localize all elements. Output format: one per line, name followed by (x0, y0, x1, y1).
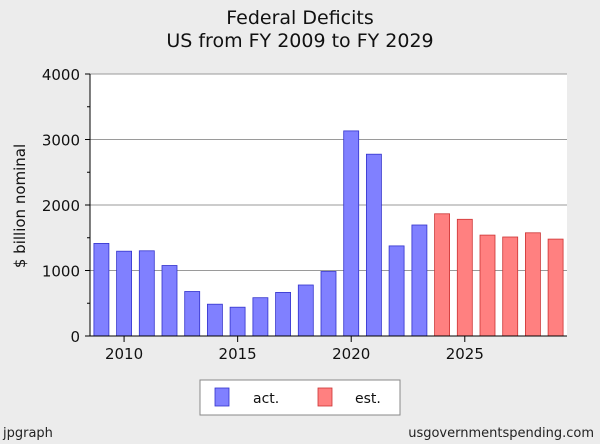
bar-actual (343, 130, 360, 337)
bar-actual (206, 303, 223, 337)
chart-title: Federal Deficits (226, 7, 373, 29)
bar-estimate (434, 213, 451, 337)
y-tick-label: 4000 (42, 66, 80, 84)
footer-source: usgovernmentspending.com (408, 426, 594, 441)
y-tick-label: 1000 (42, 263, 80, 281)
bar-estimate (479, 234, 496, 337)
x-tick-label: 2010 (105, 345, 143, 363)
bar-actual (93, 242, 110, 337)
bar-actual (116, 250, 132, 337)
bar-estimate (547, 238, 564, 337)
chart-subtitle: US from FY 2009 to FY 2029 (166, 30, 433, 52)
bar-actual (229, 306, 246, 337)
bar-estimate (502, 236, 519, 337)
x-tick-label: 2025 (446, 345, 484, 363)
y-tick-label: 0 (70, 328, 80, 346)
bar-estimate (525, 232, 541, 337)
y-tick-label: 3000 (42, 132, 80, 150)
bar-actual (365, 153, 382, 337)
legend-swatch-estimate (317, 387, 333, 407)
bar-actual (138, 250, 155, 337)
legend-label-actual: act. (253, 391, 279, 407)
y-tick-label: 2000 (42, 197, 80, 215)
plot-area: 0 1000 2000 3000 4000 2010 2015 2020 2025 (42, 66, 567, 363)
bar-actual (297, 284, 314, 337)
bar-actual (388, 245, 405, 337)
x-tick-label: 2020 (332, 345, 370, 363)
footer-credit: jpgraph (2, 426, 53, 441)
legend: act. est. (199, 379, 401, 416)
y-axis-label: $ billion nominal (11, 144, 29, 268)
bar-actual (252, 297, 269, 337)
bar-actual (161, 265, 178, 337)
bar-estimate (456, 218, 473, 337)
bar-actual (320, 271, 337, 337)
bar-actual (184, 291, 201, 337)
bar-actual (411, 224, 428, 337)
legend-box (199, 379, 401, 416)
legend-label-estimate: est. (355, 391, 381, 407)
bar-actual (275, 291, 292, 337)
legend-swatch-actual (214, 387, 230, 407)
x-tick-label: 2015 (219, 345, 257, 363)
